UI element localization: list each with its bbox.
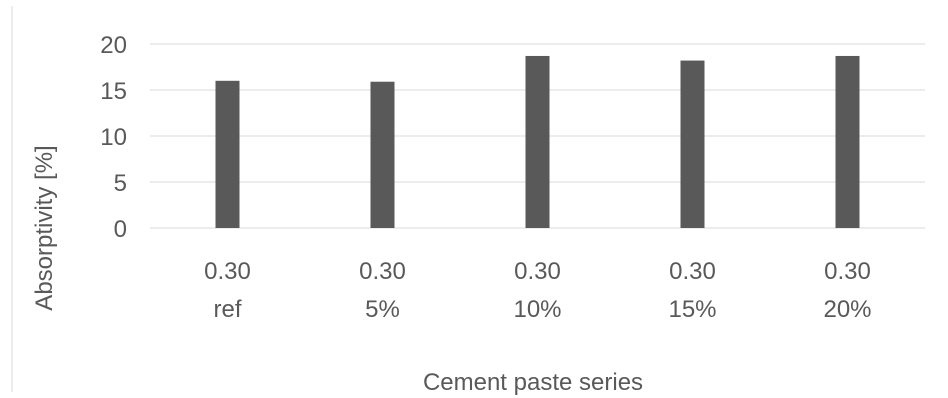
y-tick-label: 20 — [100, 32, 127, 59]
y-tick-label: 15 — [100, 78, 127, 105]
x-tick-label: 5% — [365, 296, 400, 323]
bar — [525, 55, 550, 229]
y-axis-ticks: 0 5 10 15 20 — [100, 32, 127, 243]
x-tick-label: 10% — [513, 296, 561, 323]
bars — [215, 55, 860, 229]
x-tick-label: 15% — [668, 296, 716, 323]
x-tick-label: ref — [213, 296, 241, 323]
x-tick-label: 0.30 — [204, 258, 251, 285]
y-tick-label: 0 — [114, 216, 127, 243]
x-tick-label: 0.30 — [669, 258, 716, 285]
y-axis-title: Absorptivity [%] — [31, 145, 58, 310]
y-tick-label: 10 — [100, 124, 127, 151]
x-axis-title: Cement paste series — [423, 369, 643, 396]
x-tick-label: 0.30 — [359, 258, 406, 285]
x-tick-label: 0.30 — [514, 258, 561, 285]
bar — [370, 81, 395, 228]
bar — [835, 55, 860, 229]
bar — [680, 60, 705, 229]
x-tick-label: 0.30 — [824, 258, 871, 285]
x-tick-label: 20% — [823, 296, 871, 323]
bar — [215, 80, 240, 228]
y-tick-label: 5 — [114, 170, 127, 197]
x-axis-categories: 0.30 ref 0.30 5% 0.30 10% 0.30 15% 0.30 20% — [204, 258, 871, 323]
